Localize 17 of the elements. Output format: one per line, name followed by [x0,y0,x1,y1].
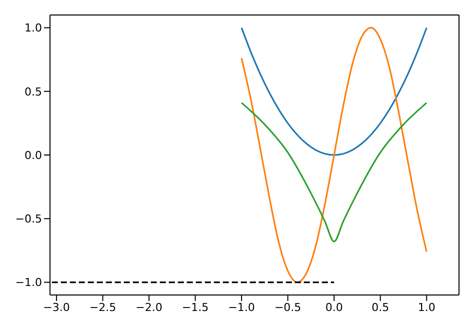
y-tick-label: −1.0 [15,276,42,290]
x-tick-label: 1.0 [418,300,436,314]
y-tick-label: 0.5 [24,85,42,98]
y-tick-label: 0.0 [24,148,42,162]
x-tick-label: −0.5 [274,300,302,314]
y-tick-label: −0.5 [15,212,42,226]
line-series [240,102,428,242]
x-tick-label: 0.5 [372,300,390,314]
x-tick-label: −3.0 [43,300,70,314]
x-tick-label: −1.0 [228,300,255,314]
x-tick-label: −2.5 [89,300,116,314]
line-series [240,26,428,156]
y-tick-label: 1.0 [24,22,42,35]
x-tick-label: 0.0 [325,300,343,314]
x-tick-label: −1.5 [182,300,209,314]
line-series [240,26,428,284]
x-tick-label: −2.0 [136,300,162,314]
